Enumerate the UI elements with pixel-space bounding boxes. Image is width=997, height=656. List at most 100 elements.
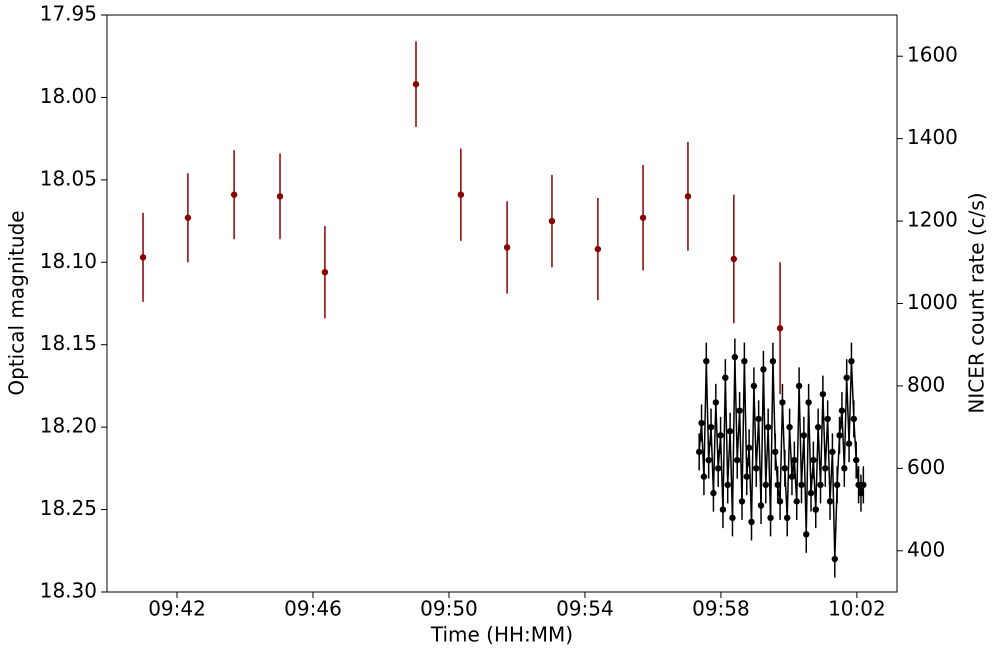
- y2-tick-label: 600: [907, 455, 945, 479]
- data-point: [698, 419, 705, 427]
- data-point: [831, 555, 838, 563]
- data-point: [805, 399, 812, 406]
- data-point: [803, 531, 810, 538]
- data-point: [791, 456, 798, 464]
- data-point: [457, 191, 465, 198]
- data-point: [829, 448, 836, 456]
- data-point: [826, 498, 834, 505]
- data-point: [710, 489, 717, 497]
- data-point: [503, 244, 511, 251]
- data-point: [139, 254, 147, 261]
- y-tick-label: 18.00: [40, 84, 97, 108]
- y2-tick-label: 400: [907, 537, 945, 561]
- data-point: [719, 506, 727, 513]
- data-point: [714, 465, 722, 472]
- x-tick-label: 09:46: [284, 597, 342, 621]
- x-tick-label: 09:42: [148, 597, 206, 621]
- data-point: [848, 358, 855, 365]
- y-tick-label: 18.05: [40, 166, 97, 190]
- y-tick-label: 18.10: [40, 249, 97, 273]
- data-point: [548, 217, 556, 225]
- y-tick-label: 18.15: [40, 331, 97, 355]
- data-point: [750, 382, 758, 390]
- data-point: [781, 465, 789, 472]
- data-point: [755, 415, 762, 423]
- data-point: [639, 214, 647, 221]
- x-tick-label: 09:54: [556, 597, 614, 621]
- data-point: [841, 465, 848, 472]
- data-point: [762, 481, 769, 489]
- data-point: [684, 193, 692, 200]
- data-point: [738, 498, 746, 505]
- data-point: [855, 481, 862, 489]
- y-tick-label: 18.30: [40, 579, 97, 603]
- x-tick-label: 10:02: [828, 597, 886, 621]
- data-point: [788, 473, 796, 480]
- data-point: [800, 432, 808, 439]
- data-point: [730, 255, 738, 263]
- data-point: [784, 514, 791, 522]
- y2-tick-label: 1600: [907, 43, 958, 67]
- data-point: [594, 245, 602, 253]
- data-point: [786, 423, 793, 431]
- data-point: [736, 407, 743, 414]
- data-point: [734, 456, 741, 464]
- data-point: [745, 444, 753, 451]
- data-point: [817, 481, 824, 489]
- data-point: [857, 489, 865, 497]
- data-point: [741, 358, 748, 365]
- data-point: [774, 481, 781, 489]
- data-point: [838, 407, 846, 414]
- data-point: [779, 399, 786, 406]
- data-point: [729, 514, 736, 522]
- data-point: [850, 415, 858, 423]
- data-point: [717, 432, 724, 439]
- data-point: [707, 423, 715, 431]
- data-point: [843, 374, 850, 381]
- data-point: [853, 456, 860, 464]
- data-point: [760, 366, 767, 373]
- data-point: [412, 81, 420, 88]
- y-tick-label: 18.25: [40, 496, 97, 520]
- data-point: [810, 456, 817, 464]
- data-point: [753, 465, 760, 472]
- y2-tick-label: 1200: [907, 208, 958, 232]
- data-point: [764, 423, 772, 431]
- data-point: [798, 481, 805, 489]
- y2-axis-label: NICER count rate (c/s): [965, 192, 989, 413]
- data-point: [767, 514, 774, 522]
- data-point: [833, 481, 841, 489]
- data-point: [724, 481, 731, 489]
- data-point: [705, 456, 712, 464]
- data-point: [795, 382, 803, 390]
- data-point: [748, 518, 755, 526]
- y-tick-label: 17.95: [40, 2, 97, 26]
- data-point: [860, 481, 867, 489]
- data-point: [807, 489, 815, 497]
- series-line: [698, 357, 865, 560]
- data-point: [700, 473, 708, 480]
- data-point: [743, 473, 750, 480]
- data-point: [814, 423, 822, 431]
- data-point: [819, 390, 827, 398]
- data-point: [776, 498, 784, 505]
- data-point: [712, 399, 720, 406]
- data-point: [731, 353, 739, 361]
- data-point: [722, 374, 729, 381]
- data-point: [695, 448, 703, 456]
- y-tick-label: 18.20: [40, 414, 97, 438]
- x-tick-label: 09:50: [420, 597, 478, 621]
- data-point: [703, 358, 710, 365]
- x-tick-label: 09:58: [692, 597, 750, 621]
- data-point: [776, 325, 784, 332]
- data-point: [321, 268, 329, 276]
- data-point: [836, 432, 843, 439]
- data-point: [812, 506, 819, 513]
- y2-tick-label: 1400: [907, 125, 958, 149]
- plot-frame: [106, 14, 898, 593]
- data-point: [726, 428, 734, 435]
- data-point: [793, 498, 800, 505]
- y-axis-label: Optical magnitude: [5, 210, 29, 395]
- data-point: [824, 415, 831, 423]
